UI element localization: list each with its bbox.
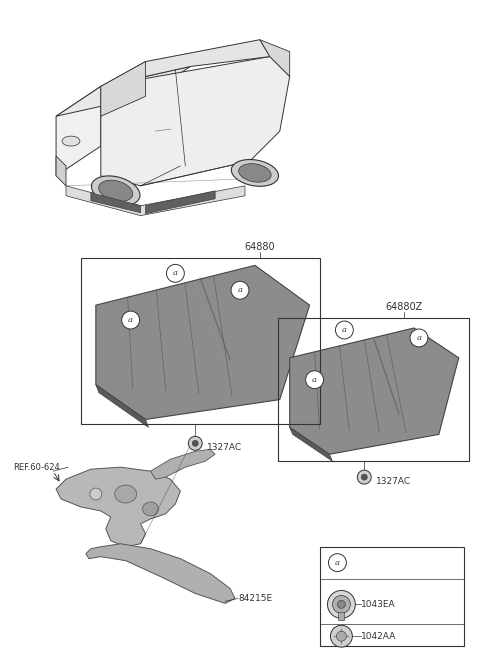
Polygon shape <box>91 193 141 213</box>
Circle shape <box>327 591 355 618</box>
Text: a: a <box>312 376 317 384</box>
Polygon shape <box>56 156 66 186</box>
Polygon shape <box>101 39 270 87</box>
Polygon shape <box>56 467 180 547</box>
Polygon shape <box>56 66 190 116</box>
Text: a: a <box>173 269 178 277</box>
Circle shape <box>188 436 202 450</box>
Text: a: a <box>335 558 340 566</box>
Ellipse shape <box>92 176 140 206</box>
Ellipse shape <box>239 164 271 182</box>
Circle shape <box>306 371 324 389</box>
Polygon shape <box>151 449 215 479</box>
Text: a: a <box>238 286 242 294</box>
Circle shape <box>330 625 352 647</box>
Circle shape <box>90 488 102 500</box>
Circle shape <box>357 470 371 484</box>
Polygon shape <box>290 428 333 461</box>
Text: a: a <box>417 334 421 342</box>
Circle shape <box>231 281 249 299</box>
Polygon shape <box>96 384 148 428</box>
Ellipse shape <box>62 136 80 146</box>
Text: 1327AC: 1327AC <box>207 443 242 452</box>
Polygon shape <box>56 87 101 176</box>
Polygon shape <box>96 265 310 419</box>
Ellipse shape <box>99 180 133 202</box>
Text: 64880Z: 64880Z <box>385 302 423 312</box>
Circle shape <box>333 595 350 614</box>
FancyBboxPatch shape <box>320 547 464 646</box>
FancyBboxPatch shape <box>338 612 344 620</box>
Text: 84215E: 84215E <box>238 594 272 603</box>
Circle shape <box>328 554 347 572</box>
Polygon shape <box>145 191 215 214</box>
Circle shape <box>336 321 353 339</box>
Circle shape <box>337 600 346 608</box>
Polygon shape <box>86 544 235 603</box>
Circle shape <box>336 631 347 641</box>
Text: a: a <box>128 316 133 324</box>
Circle shape <box>192 440 198 446</box>
Circle shape <box>167 264 184 283</box>
Polygon shape <box>66 186 245 215</box>
Text: a: a <box>342 326 347 334</box>
Polygon shape <box>260 39 290 76</box>
Text: REF.60-624: REF.60-624 <box>13 463 60 472</box>
Circle shape <box>122 311 140 329</box>
Ellipse shape <box>115 485 137 503</box>
Text: 1327AC: 1327AC <box>376 476 411 486</box>
Polygon shape <box>101 62 145 116</box>
Circle shape <box>410 329 428 347</box>
Polygon shape <box>290 328 459 454</box>
Text: 1042AA: 1042AA <box>361 632 396 641</box>
Ellipse shape <box>143 502 158 516</box>
Text: 1043EA: 1043EA <box>361 600 396 609</box>
Circle shape <box>361 474 367 480</box>
Text: 64880: 64880 <box>245 242 275 252</box>
Polygon shape <box>101 57 290 186</box>
Ellipse shape <box>231 160 278 187</box>
